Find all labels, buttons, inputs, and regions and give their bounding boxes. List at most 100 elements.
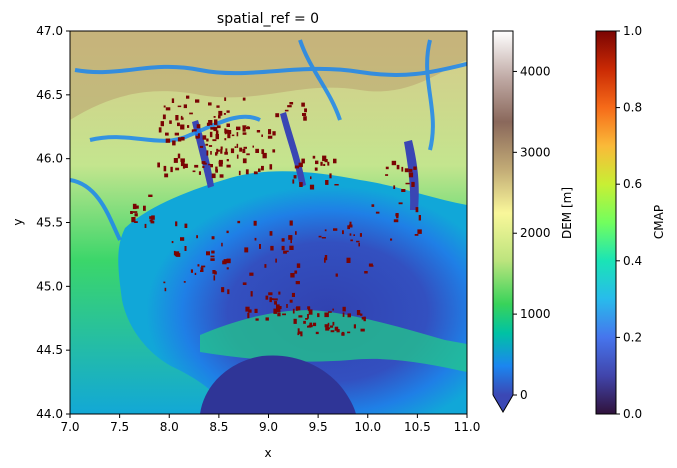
cmap-patch — [286, 250, 289, 253]
cmap-patch — [298, 315, 303, 318]
cmap-patch — [255, 148, 259, 153]
cmap-patch — [290, 273, 295, 278]
cmap-patch — [302, 113, 307, 116]
cmap-patch — [278, 306, 282, 310]
cmap-patch — [191, 129, 194, 133]
cmap-patch — [327, 161, 330, 166]
cmap-patch — [216, 125, 221, 129]
cmap-patch — [314, 167, 318, 171]
cmap-patch — [261, 149, 265, 154]
cmap-patch — [202, 166, 205, 168]
cmap-patch — [385, 166, 389, 170]
cmap-patch — [236, 126, 241, 131]
cmap-patch — [148, 194, 153, 197]
cmap-patch — [281, 245, 285, 251]
cmap-patch — [349, 233, 352, 236]
cmap-patch — [253, 171, 258, 175]
cmap-patch — [218, 159, 223, 164]
cmap-patch — [226, 159, 229, 162]
cmap-patch — [149, 219, 153, 222]
cmap-patch — [324, 229, 327, 232]
cmap-patch — [226, 110, 230, 113]
cmap-patch — [163, 105, 166, 108]
cmap-tick-label: 0.0 — [623, 407, 642, 421]
cmap-patch — [303, 116, 307, 121]
cmap-patch — [346, 257, 351, 263]
x-tick-label: 7.0 — [60, 420, 79, 434]
cmap-patch — [290, 238, 292, 244]
cmap-patch — [216, 148, 219, 154]
cmap-patch — [171, 98, 175, 103]
cmap-patch — [281, 238, 285, 242]
cmap-patch — [206, 251, 210, 256]
y-tick-label: 46.0 — [36, 152, 63, 166]
cmap-patch — [356, 240, 360, 243]
cmap-patch — [132, 203, 137, 210]
cmap-patch — [323, 163, 326, 166]
cmap-patch — [242, 158, 247, 164]
cmap-patch — [391, 160, 397, 166]
cmap-patch — [242, 148, 246, 154]
cmap-patch — [202, 135, 207, 140]
cmap-patch — [359, 233, 362, 237]
cmap-patch — [213, 126, 218, 132]
cmap-patch — [324, 257, 326, 263]
cmap-patch — [143, 205, 146, 211]
cmap-patch — [293, 175, 297, 179]
x-tick-label: 8.5 — [209, 420, 228, 434]
cmap-patch — [299, 182, 303, 187]
cmap-patch — [272, 149, 276, 153]
cmap-patch — [396, 164, 400, 170]
cmap-patch — [348, 224, 353, 228]
y-tick-label: 44.5 — [36, 343, 63, 357]
cmap-patch — [248, 309, 252, 313]
x-tick-label: 11.0 — [454, 420, 481, 434]
cmap-patch — [255, 318, 259, 321]
cmap-patch — [242, 125, 247, 127]
cmap-patch — [180, 160, 185, 167]
cmap-patch — [170, 166, 173, 173]
cmap-patch — [163, 165, 167, 172]
cmap-patch — [173, 158, 178, 163]
cmap-patch — [264, 264, 267, 268]
cmap-patch — [184, 223, 188, 228]
cmap-patch — [226, 267, 229, 270]
cmap-patch — [184, 246, 187, 251]
cmap-patch — [278, 291, 281, 295]
cmap-patch — [214, 271, 217, 275]
cmap-patch — [252, 145, 254, 148]
cmap-patch — [415, 207, 419, 213]
cmap-patch — [341, 332, 345, 336]
cmap-patch — [213, 116, 216, 118]
cmap-patch — [218, 110, 223, 116]
cmap-patch — [215, 130, 219, 135]
cmap-patch — [230, 148, 235, 154]
y-tick-label: 47.0 — [36, 24, 63, 38]
cmap-patch — [299, 331, 301, 335]
cmap-patch — [272, 131, 276, 136]
cmap-patch — [238, 170, 241, 176]
cmap-patch — [328, 311, 332, 313]
cmap-patch — [413, 166, 417, 170]
cmap-patch — [172, 140, 176, 146]
cmap-patch — [292, 179, 295, 184]
cmap-patch — [336, 329, 340, 333]
cmap-patch — [269, 231, 273, 236]
alpine-high-terrain — [70, 31, 467, 120]
cmap-patch — [222, 260, 227, 265]
cmap-patch — [258, 168, 261, 172]
cmap-patch — [315, 160, 319, 165]
cmap-patch — [298, 162, 303, 168]
cmap-patch — [404, 168, 409, 173]
cmap-patch — [268, 129, 272, 135]
cmap-patch — [223, 259, 228, 262]
cmap-patch — [210, 255, 215, 258]
cmap-patch — [187, 125, 190, 128]
x-tick-label: 10.5 — [404, 420, 431, 434]
cmap-patch — [309, 322, 312, 327]
cmap-patch — [270, 245, 274, 251]
cmap-patch — [320, 161, 323, 166]
cmap-patch — [164, 287, 167, 292]
cmap-patch — [294, 270, 298, 274]
cmap-patch — [294, 165, 299, 169]
